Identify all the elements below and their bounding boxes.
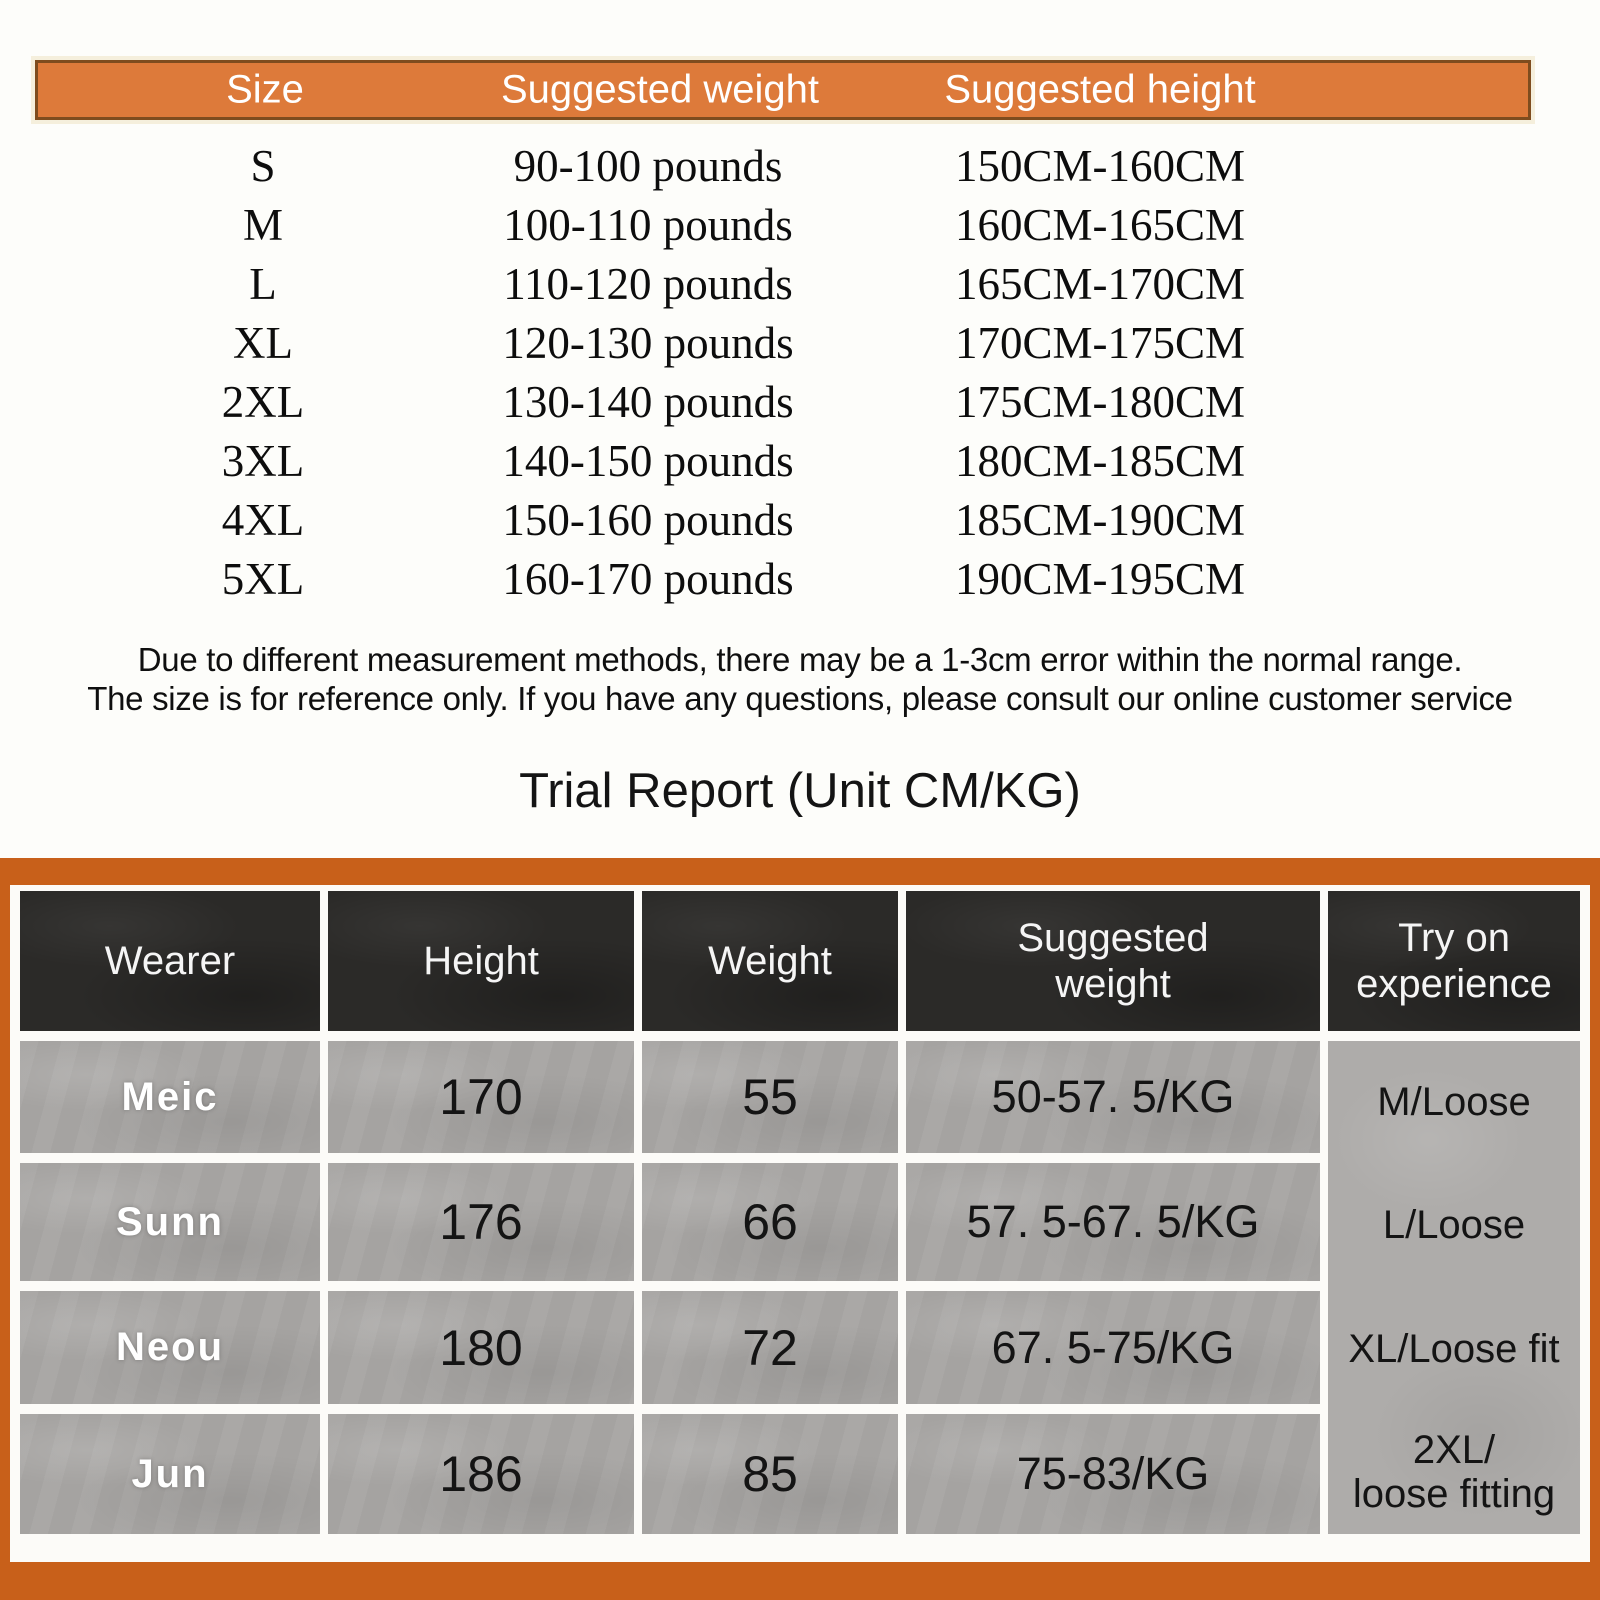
- size-chart-body: S 90-100 pounds 150CM-160CM M 100-110 po…: [0, 136, 1600, 608]
- trial-report-title: Trial Report (Unit CM/KG): [519, 764, 1081, 818]
- size-value: 5XL: [221, 553, 305, 604]
- suggested-height-column-header: Suggested height: [944, 67, 1256, 112]
- disclaimer-line-1: Due to different measurement methods, th…: [137, 641, 1463, 678]
- size-chart-header-bar: Size Suggested weight Suggested height: [35, 60, 1531, 120]
- try-on-value: XL/Loose fit: [1348, 1326, 1560, 1371]
- suggested-weight-cell: 50-57. 5/KG: [906, 1041, 1320, 1153]
- trial-report-grid: Wearer Height Weight Suggested weight Tr…: [10, 885, 1590, 1562]
- size-value: L: [249, 258, 277, 309]
- try-on-value: M/Loose: [1377, 1080, 1531, 1125]
- weight-range: 120-130 pounds: [502, 317, 794, 368]
- weight-range: 90-100 pounds: [513, 140, 783, 191]
- height-range: 165CM-170CM: [954, 258, 1246, 309]
- table-row: M 100-110 pounds 160CM-165CM: [0, 195, 1600, 254]
- height-range: 170CM-175CM: [954, 317, 1246, 368]
- height-header-cell: Height: [328, 891, 634, 1031]
- wearer-name: Neou: [116, 1325, 224, 1369]
- size-value: 4XL: [221, 494, 305, 545]
- suggested-weight-cell: 57. 5-67. 5/KG: [906, 1163, 1320, 1281]
- try-on-value: 2XL/ loose fitting: [1352, 1427, 1556, 1517]
- wearer-name: Jun: [131, 1451, 209, 1496]
- size-column-header: Size: [226, 67, 304, 112]
- weight-range: 110-120 pounds: [503, 258, 793, 309]
- table-row: XL 120-130 pounds 170CM-175CM: [0, 313, 1600, 372]
- suggested-weight-cell: 75-83/KG: [906, 1414, 1320, 1534]
- suggested-weight-header-cell: Suggested weight: [906, 891, 1320, 1031]
- height-cell: 170: [328, 1041, 634, 1153]
- height-range: 190CM-195CM: [954, 553, 1246, 604]
- weight-range: 150-160 pounds: [502, 494, 794, 545]
- wearer-cell: Jun: [20, 1414, 320, 1534]
- size-value: XL: [233, 317, 293, 368]
- height-value: 170: [439, 1069, 523, 1125]
- height-cell: 186: [328, 1414, 634, 1534]
- try-on-header-cell: Try on experience: [1328, 891, 1580, 1031]
- table-row: 3XL 140-150 pounds 180CM-185CM: [0, 431, 1600, 490]
- weight-range: 140-150 pounds: [502, 435, 794, 486]
- weight-cell: 55: [642, 1041, 898, 1153]
- weight-cell: 66: [642, 1163, 898, 1281]
- height-value: 176: [439, 1194, 523, 1250]
- height-cell: 176: [328, 1163, 634, 1281]
- height-value: 186: [439, 1446, 523, 1502]
- suggested-weight-column-header: Suggested weight: [500, 67, 820, 112]
- height-value: 180: [439, 1319, 523, 1376]
- suggested-weight-value: 75-83/KG: [1016, 1448, 1210, 1499]
- wearer-name: Meic: [121, 1074, 219, 1119]
- table-row: 4XL 150-160 pounds 185CM-190CM: [0, 490, 1600, 549]
- disclaimer-line-2: The size is for reference only. If you h…: [87, 680, 1513, 717]
- weight-value: 66: [742, 1194, 798, 1250]
- suggested-weight-value: 67. 5-75/KG: [991, 1321, 1235, 1373]
- height-range: 180CM-185CM: [954, 435, 1246, 486]
- trial-report-table: Wearer Height Weight Suggested weight Tr…: [0, 858, 1600, 1600]
- size-value: S: [250, 140, 276, 191]
- table-row: L 110-120 pounds 165CM-170CM: [0, 254, 1600, 313]
- wearer-cell: Sunn: [20, 1163, 320, 1281]
- weight-range: 160-170 pounds: [502, 553, 794, 604]
- suggested-weight-value: 50-57. 5/KG: [991, 1071, 1235, 1122]
- wearer-header-cell: Wearer: [20, 891, 320, 1031]
- wearer-name: Sunn: [116, 1199, 224, 1244]
- suggested-weight-value: 57. 5-67. 5/KG: [966, 1196, 1260, 1247]
- try-on-experience-column: M/Loose L/Loose XL/Loose fit 2XL/ loose …: [1328, 1041, 1580, 1534]
- weight-header-cell: Weight: [642, 891, 898, 1031]
- weight-value: 85: [742, 1446, 798, 1502]
- height-range: 175CM-180CM: [954, 376, 1246, 427]
- table-row: 2XL 130-140 pounds 175CM-180CM: [0, 372, 1600, 431]
- weight-cell: 85: [642, 1414, 898, 1534]
- size-value: 3XL: [221, 435, 305, 486]
- size-value: M: [242, 199, 284, 250]
- height-range: 185CM-190CM: [954, 494, 1246, 545]
- weight-value: 55: [742, 1069, 798, 1125]
- suggested-weight-cell: 67. 5-75/KG: [906, 1291, 1320, 1404]
- weight-range: 130-140 pounds: [502, 376, 794, 427]
- table-row: S 90-100 pounds 150CM-160CM: [0, 136, 1600, 195]
- height-cell: 180: [328, 1291, 634, 1404]
- measurement-disclaimer: Due to different measurement methods, th…: [0, 640, 1600, 718]
- wearer-cell: Meic: [20, 1041, 320, 1153]
- try-on-value: L/Loose: [1382, 1203, 1526, 1248]
- weight-value: 72: [742, 1319, 798, 1376]
- size-value: 2XL: [221, 376, 305, 427]
- weight-cell: 72: [642, 1291, 898, 1404]
- table-row: 5XL 160-170 pounds 190CM-195CM: [0, 549, 1600, 608]
- height-range: 150CM-160CM: [954, 140, 1246, 191]
- weight-range: 100-110 pounds: [503, 199, 793, 250]
- height-range: 160CM-165CM: [954, 199, 1246, 250]
- wearer-cell: Neou: [20, 1291, 320, 1404]
